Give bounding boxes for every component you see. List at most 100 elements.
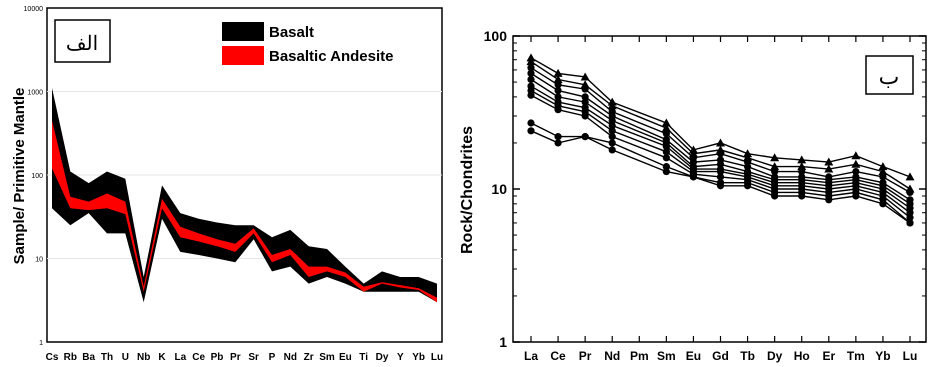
panel-b-point bbox=[608, 146, 616, 154]
panel-a-xtick-label: Sm bbox=[319, 352, 335, 363]
panel-b-point bbox=[716, 150, 725, 158]
panel-b-point bbox=[662, 148, 670, 156]
panel-a-xtick-label: Pr bbox=[230, 352, 241, 363]
panel-a-xtick-label: Yb bbox=[412, 352, 425, 363]
panel-b-point bbox=[852, 167, 860, 176]
panel-b-point bbox=[581, 85, 589, 93]
panel-b-point bbox=[662, 142, 670, 150]
panel-b-label: ب bbox=[879, 64, 900, 89]
panel-b-point bbox=[661, 118, 671, 127]
panel-b-point bbox=[581, 98, 589, 106]
panel-b-point bbox=[554, 93, 562, 101]
panel-b-series-line bbox=[530, 61, 911, 190]
panel-a-xtick-label: P bbox=[269, 352, 276, 363]
panel-a: 1 10 100 1000 10000 Cs Rb Ba Th U Nb K La Ce Pb Pr Sr P Nd… bbox=[11, 6, 443, 363]
panel-a-label-box bbox=[54, 19, 111, 63]
panel-a-legend-swatch bbox=[222, 46, 264, 65]
panel-b: 1 10 100 La Ce Pr Nd Pm Sm Eu Gd Tb Dy Ho Er Tm Yb Lu Rock… bbox=[459, 28, 927, 363]
panel-b-point bbox=[662, 154, 670, 162]
panel-b-point bbox=[527, 127, 535, 135]
panel-b-ytick-label: 1 bbox=[499, 334, 507, 350]
panel-b-point bbox=[716, 182, 725, 190]
panel-a-xtick-label: Dy bbox=[376, 352, 389, 363]
panel-b-series-line bbox=[530, 130, 911, 224]
panel-b-point bbox=[527, 69, 535, 77]
panel-b-ytick-label: 10 bbox=[491, 181, 507, 197]
panel-b-point bbox=[797, 155, 807, 164]
panel-b-point bbox=[797, 162, 807, 171]
panel-b-point bbox=[798, 167, 806, 176]
panel-b-point bbox=[527, 119, 535, 127]
panel-b-xtick-label: Pm bbox=[630, 349, 649, 363]
panel-a-xtick-label: K bbox=[158, 352, 166, 363]
panel-b-point bbox=[662, 163, 670, 171]
panel-a-xtick-label: Ba bbox=[82, 352, 95, 363]
panel-b-xtick-label: Dy bbox=[767, 349, 783, 363]
panel-b-point bbox=[607, 101, 617, 110]
panel-b-point bbox=[743, 163, 752, 171]
panel-b-point bbox=[770, 162, 780, 171]
panel-b-point bbox=[581, 93, 589, 101]
panel-b-point bbox=[689, 173, 698, 181]
panel-a-legend-label: Basalt bbox=[269, 24, 314, 41]
panel-b-point bbox=[878, 162, 888, 171]
panel-b-series-line bbox=[530, 122, 911, 224]
panel-b-point bbox=[851, 151, 861, 160]
panel-b-point bbox=[580, 72, 590, 81]
panel-a-xtick-label: Ce bbox=[192, 352, 205, 363]
panel-b-point bbox=[662, 130, 670, 138]
panel-a-xtick-label: Eu bbox=[339, 352, 352, 363]
panel-b-series-line bbox=[530, 72, 911, 201]
panel-b-point bbox=[716, 138, 725, 147]
panel-b-series-line bbox=[530, 57, 911, 178]
panel-a-legend-label: Basaltic Andesite bbox=[269, 48, 394, 65]
panel-b-point bbox=[554, 86, 562, 95]
panel-b-series-line bbox=[530, 67, 911, 194]
panel-a-xtick-label: Cs bbox=[46, 352, 59, 363]
panel-b-label-box bbox=[865, 55, 914, 95]
panel-b-series-line bbox=[530, 85, 911, 209]
panel-a-xtick-label: U bbox=[122, 352, 129, 363]
panel-b-point bbox=[878, 167, 888, 176]
panel-b-point bbox=[527, 64, 535, 72]
panel-b-point bbox=[743, 182, 752, 190]
panel-b-xtick-label: Tb bbox=[740, 349, 755, 363]
panel-b-point bbox=[906, 209, 914, 217]
panel-b-point bbox=[581, 112, 589, 120]
panel-b-point bbox=[661, 123, 671, 132]
panel-b-xtick-label: Yb bbox=[875, 349, 890, 363]
panel-a-xtick-label: Sr bbox=[248, 352, 259, 363]
panel-b-point bbox=[608, 127, 616, 135]
panel-b-point bbox=[553, 74, 563, 83]
panel-b-point bbox=[608, 116, 616, 125]
panel-b-ytick-label: 100 bbox=[484, 28, 508, 44]
panel-b-point bbox=[554, 133, 562, 141]
panel-a-xtick-label: Nb bbox=[137, 352, 150, 363]
panel-a-xtick-label: Y bbox=[397, 352, 404, 363]
panel-a-legend-swatch bbox=[222, 22, 264, 41]
panel-b-xtick-label: Tm bbox=[847, 349, 865, 363]
panel-a-ytick-label: 1000 bbox=[27, 90, 43, 97]
panel-a-xtick-label: Zr bbox=[304, 352, 314, 363]
panel-b-point bbox=[905, 172, 915, 181]
panel-b-point bbox=[798, 192, 806, 200]
panel-a-xtick-label: La bbox=[174, 352, 186, 363]
panel-b-point bbox=[527, 75, 535, 84]
panel-b-point bbox=[906, 219, 914, 227]
panel-b-xtick-label: Eu bbox=[686, 349, 701, 363]
panel-b-point bbox=[662, 167, 670, 176]
panel-b-point bbox=[716, 173, 725, 181]
panel-b-series-line bbox=[530, 94, 911, 219]
panel-b-point bbox=[770, 153, 780, 162]
panel-a-ylabel: Sample/ Primitive Mantle bbox=[11, 88, 28, 265]
panel-b-point bbox=[852, 192, 860, 200]
panel-a-xtick-label: Lu bbox=[431, 352, 443, 363]
panel-b-point bbox=[743, 149, 753, 158]
panel-b-xtick-label: Gd bbox=[712, 349, 729, 363]
panel-a-xtick-label: Rb bbox=[64, 352, 77, 363]
panel-b-xtick-label: Er bbox=[822, 349, 835, 363]
panel-b-point bbox=[851, 159, 861, 168]
panel-b-xtick-label: La bbox=[524, 349, 538, 363]
panel-a-xtick-label: Pb bbox=[211, 352, 224, 363]
